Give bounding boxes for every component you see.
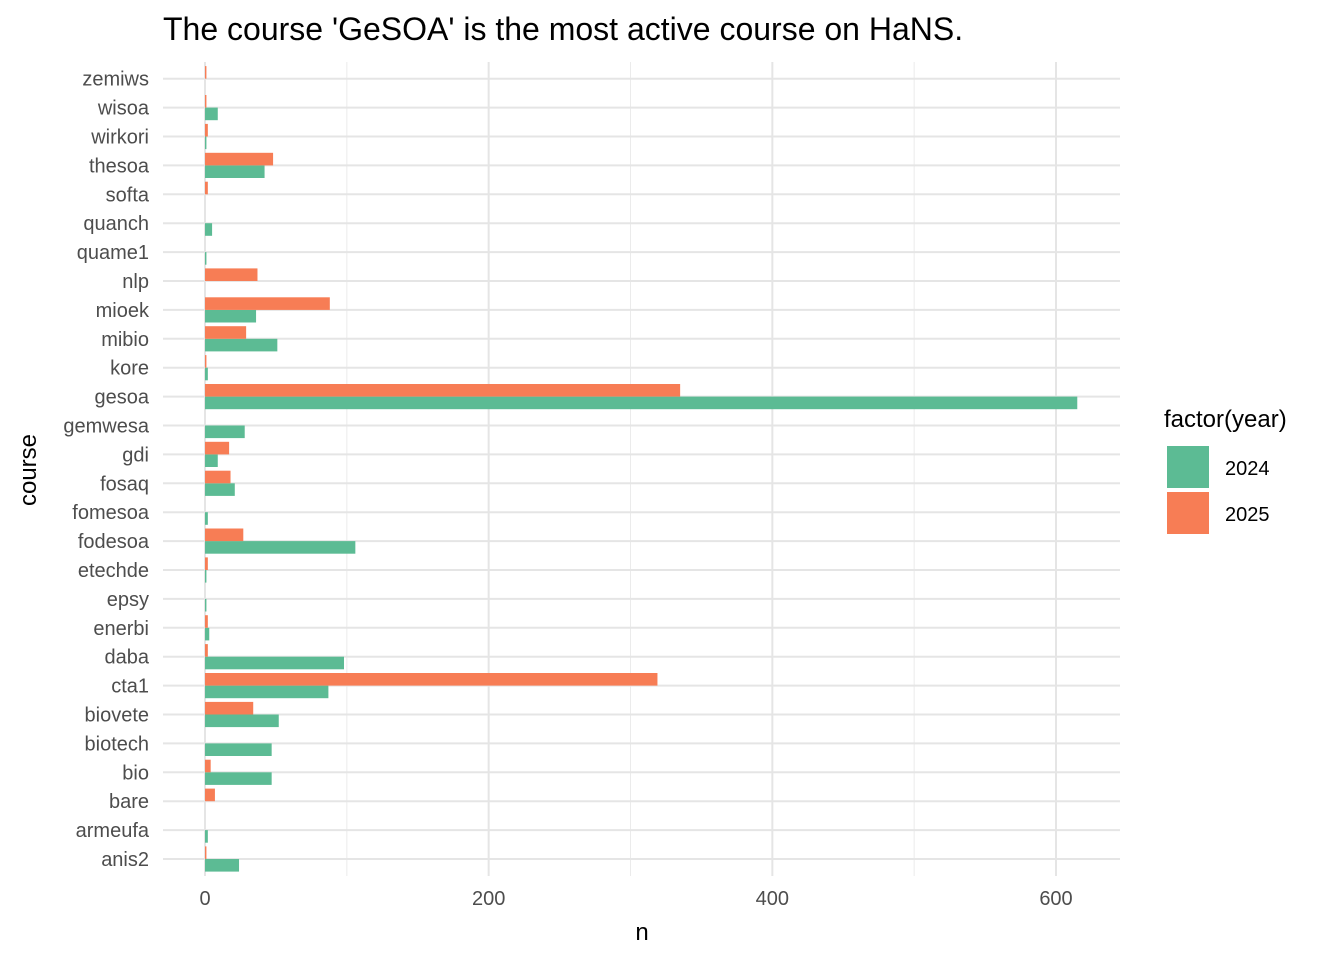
bar-etechde-2025	[205, 557, 208, 570]
y-tick-label: wisoa	[97, 98, 150, 120]
y-tick-label: anis2	[101, 849, 149, 871]
bar-epsy-2024	[205, 598, 207, 612]
bar-fomesoa-2024	[205, 512, 208, 525]
bar-enerbi-2025	[205, 615, 208, 628]
bar-mibio-2024	[205, 338, 278, 352]
bar-anis2-2024	[205, 859, 240, 872]
bar-wisoa-2025	[205, 95, 207, 108]
legend-key-2024	[1167, 446, 1209, 488]
bar-gdi-2025	[205, 441, 230, 455]
y-axis-title: course	[15, 434, 42, 506]
y-tick-label: mioek	[96, 300, 150, 322]
bar-quame1-2024	[205, 252, 207, 265]
x-axis-title: n	[635, 919, 648, 946]
bar-biovete-2024	[205, 714, 279, 728]
bar-wirkori-2025	[205, 123, 208, 137]
bar-cta1-2024	[205, 685, 329, 699]
bar-enerbi-2024	[205, 627, 210, 641]
y-tick-label: quanch	[83, 213, 149, 235]
y-tick-label: cta1	[111, 676, 149, 698]
y-tick-label: zemiws	[82, 69, 149, 91]
bar-daba-2024	[205, 656, 344, 670]
bar-armeufa-2024	[205, 830, 208, 843]
y-tick-label: gesoa	[95, 387, 150, 409]
legend-title: factor(year)	[1164, 406, 1287, 433]
bar-bio-2024	[205, 772, 272, 785]
y-tick-label: nlp	[122, 271, 149, 293]
bar-gesoa-2025	[205, 384, 681, 397]
bar-cta1-2025	[205, 673, 658, 686]
y-tick-label: gemwesa	[63, 416, 149, 438]
bar-gdi-2024	[205, 454, 218, 467]
y-tick-label: mibio	[101, 329, 149, 351]
bar-thesoa-2025	[205, 152, 274, 166]
bar-nlp-2025	[205, 268, 258, 281]
bar-gemwesa-2024	[205, 425, 245, 439]
y-tick-label: daba	[105, 647, 150, 669]
bar-etechde-2024	[205, 570, 207, 583]
y-tick-label: bare	[109, 791, 149, 813]
bar-mioek-2025	[205, 297, 330, 310]
bar-quanch-2024	[205, 223, 213, 236]
bar-thesoa-2024	[205, 165, 265, 178]
bar-gesoa-2024	[205, 396, 1078, 410]
x-tick-labels: 0 200 400 600	[199, 888, 1072, 910]
bar-wirkori-2024	[205, 136, 207, 150]
bar-kore-2025	[205, 355, 207, 368]
y-tick-labels: anis2 armeufa bare bio biotech biovete cta1 dab…	[63, 69, 150, 871]
y-tick-label: gdi	[122, 444, 149, 466]
y-tick-label: enerbi	[93, 618, 149, 640]
bar-kore-2024	[205, 367, 208, 381]
y-tick-label: thesoa	[89, 155, 150, 177]
y-tick-label: bio	[122, 762, 149, 784]
x-tick-label: 0	[199, 888, 210, 910]
y-tick-label: biotech	[85, 733, 150, 755]
bar-fosaq-2025	[205, 470, 231, 484]
y-tick-label: kore	[110, 358, 149, 380]
bar-softa-2025	[205, 181, 208, 195]
y-tick-label: armeufa	[76, 820, 150, 842]
chart-title: The course 'GeSOA' is the most active co…	[163, 11, 963, 47]
y-tick-label: fomesoa	[72, 502, 150, 524]
bar-fodesoa-2025	[205, 528, 244, 542]
y-tick-label: softa	[106, 184, 150, 206]
bar-biotech-2024	[205, 743, 272, 756]
bar-wisoa-2024	[205, 107, 218, 121]
x-tick-label: 200	[472, 888, 505, 910]
y-tick-label: quame1	[77, 242, 149, 264]
y-tick-label: fodesoa	[78, 531, 150, 553]
bar-daba-2025	[205, 644, 208, 657]
y-tick-label: fosaq	[100, 473, 149, 495]
y-tick-label: epsy	[107, 589, 149, 611]
bar-mioek-2024	[205, 309, 257, 323]
bar-mibio-2025	[205, 326, 247, 339]
bar-bio-2025	[205, 759, 211, 773]
x-tick-label: 400	[756, 888, 789, 910]
legend-key-2025	[1167, 492, 1209, 534]
bar-fodesoa-2024	[205, 541, 356, 554]
bar-bare-2025	[205, 788, 215, 802]
x-tick-label: 600	[1039, 888, 1072, 910]
y-tick-label: etechde	[78, 560, 149, 582]
legend: factor(year) 2024 2025	[1164, 406, 1287, 534]
y-tick-label: wirkori	[90, 127, 149, 149]
bar-fosaq-2024	[205, 483, 235, 496]
legend-label-2025: 2025	[1225, 504, 1270, 526]
bar-zemiws-2025	[205, 66, 207, 79]
y-tick-label: biovete	[85, 705, 150, 727]
legend-label-2024: 2024	[1225, 458, 1270, 480]
bar-anis2-2025	[205, 846, 207, 859]
bars	[205, 66, 1078, 872]
bar-biovete-2025	[205, 701, 254, 715]
